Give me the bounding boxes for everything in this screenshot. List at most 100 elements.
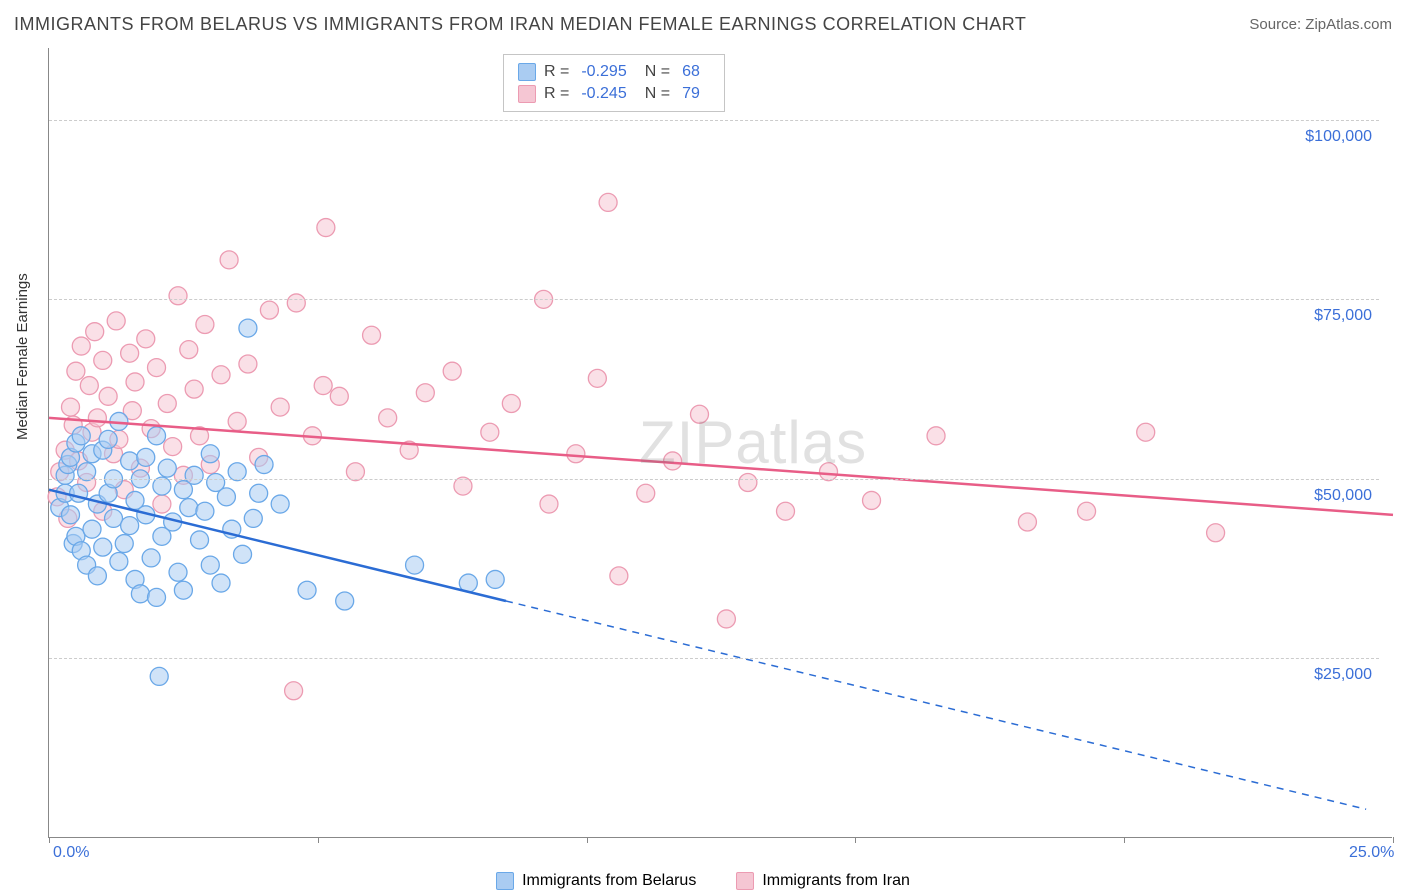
chart-title: IMMIGRANTS FROM BELARUS VS IMMIGRANTS FR… [14,14,1026,35]
legend-r-label: R = [544,63,569,81]
scatter-point [121,344,139,362]
scatter-point [588,369,606,387]
scatter-point [314,377,332,395]
gridline [49,658,1379,659]
x-tick [1393,837,1394,843]
scatter-point [115,535,133,553]
scatter-point [180,341,198,359]
legend-item-belarus: Immigrants from Belarus [496,872,696,890]
swatch-iran-icon [518,85,536,103]
series-legend: Immigrants from Belarus Immigrants from … [0,872,1406,890]
scatter-point [212,574,230,592]
x-tick-label: 25.0% [1349,844,1394,862]
scatter-point [121,517,139,535]
scatter-point [158,395,176,413]
scatter-point [88,409,106,427]
scatter-point [72,337,90,355]
scatter-point [80,377,98,395]
scatter-point [379,409,397,427]
scatter-point [180,499,198,517]
scatter-point [137,448,155,466]
legend-item-iran: Immigrants from Iran [736,872,910,890]
correlation-legend: R = -0.295 N = 68 R = -0.245 N = 79 [503,54,725,112]
scatter-point [486,570,504,588]
scatter-point [217,488,235,506]
scatter-point [255,456,273,474]
legend-row-belarus: R = -0.295 N = 68 [518,61,710,83]
scatter-point [406,556,424,574]
y-tick-label: $75,000 [1314,307,1372,325]
x-tick-label: 0.0% [53,844,89,862]
scatter-point [443,362,461,380]
swatch-iran-icon [736,872,754,890]
legend-row-iran: R = -0.245 N = 79 [518,83,710,105]
scatter-point [739,474,757,492]
scatter-point [239,319,257,337]
scatter-point [148,427,166,445]
scatter-point [107,312,125,330]
scatter-point [121,452,139,470]
scatter-point [287,294,305,312]
scatter-point [260,301,278,319]
scatter-point [142,549,160,567]
scatter-point [637,484,655,502]
scatter-point [148,588,166,606]
scatter-point [158,459,176,477]
scatter-point [1018,513,1036,531]
scatter-point [164,438,182,456]
scatter-point [88,567,106,585]
source-name: ZipAtlas.com [1305,16,1392,33]
legend-n-value-iran: 79 [682,85,700,103]
y-tick-label: $50,000 [1314,487,1372,505]
gridline [49,120,1379,121]
scatter-point [481,423,499,441]
legend-r-value-iran: -0.245 [581,85,626,103]
scatter-point [201,556,219,574]
scatter-point [330,387,348,405]
scatter-point [336,592,354,610]
y-tick-label: $25,000 [1314,666,1372,684]
scatter-point [131,585,149,603]
y-tick-label: $100,000 [1305,128,1372,146]
scatter-point [169,287,187,305]
regression-line [49,418,1393,515]
scatter-point [502,395,520,413]
scatter-point [105,509,123,527]
legend-r-value-belarus: -0.295 [581,63,626,81]
scatter-point [285,682,303,700]
scatter-point [94,538,112,556]
scatter-point [83,520,101,538]
scatter-point [244,509,262,527]
scatter-point [540,495,558,513]
scatter-point [174,581,192,599]
legend-r-label: R = [544,85,569,103]
scatter-point [416,384,434,402]
swatch-belarus-icon [496,872,514,890]
scatter-point [664,452,682,470]
gridline [49,299,1379,300]
scatter-point [94,351,112,369]
x-tick [49,837,50,843]
legend-n-label: N = [645,85,670,103]
scatter-point [72,427,90,445]
scatter-point [610,567,628,585]
scatter-point [717,610,735,628]
scatter-point [169,563,187,581]
scatter-point [86,323,104,341]
scatter-point [271,398,289,416]
scatter-point [1207,524,1225,542]
scatter-point [99,387,117,405]
scatter-point [927,427,945,445]
scatter-point [317,219,335,237]
scatter-point [185,380,203,398]
scatter-point [599,193,617,211]
y-axis-label: Median Female Earnings [14,273,31,440]
scatter-point [298,581,316,599]
scatter-point [228,412,246,430]
legend-n-label: N = [645,63,670,81]
scatter-point [196,316,214,334]
scatter-point [191,531,209,549]
source-prefix: Source: [1249,16,1305,33]
chart-svg [49,48,1392,837]
swatch-belarus-icon [518,63,536,81]
